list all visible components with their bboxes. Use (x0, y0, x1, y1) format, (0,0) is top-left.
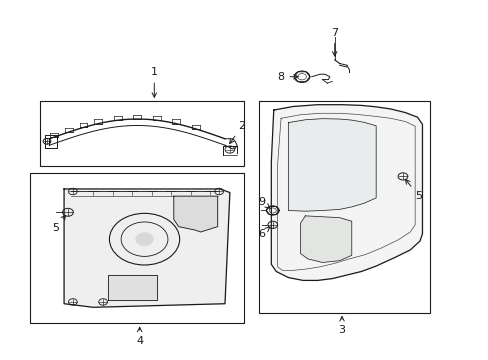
Circle shape (136, 233, 153, 246)
Bar (30, 173, 244, 323)
Text: 1: 1 (150, 67, 158, 97)
Polygon shape (173, 196, 217, 232)
Text: 2: 2 (229, 121, 245, 144)
Text: 7: 7 (330, 28, 338, 56)
Text: 4: 4 (136, 327, 143, 346)
Polygon shape (271, 105, 422, 280)
Text: 6: 6 (258, 227, 269, 239)
Text: 9: 9 (258, 197, 269, 208)
Text: 5: 5 (405, 179, 422, 201)
Polygon shape (288, 119, 375, 211)
Polygon shape (108, 275, 157, 300)
Bar (40, 101, 244, 166)
Text: 8: 8 (277, 72, 298, 82)
Text: 3: 3 (338, 316, 345, 335)
Polygon shape (64, 189, 229, 307)
Bar (259, 101, 429, 313)
Polygon shape (300, 216, 351, 262)
Text: 5: 5 (52, 215, 65, 233)
